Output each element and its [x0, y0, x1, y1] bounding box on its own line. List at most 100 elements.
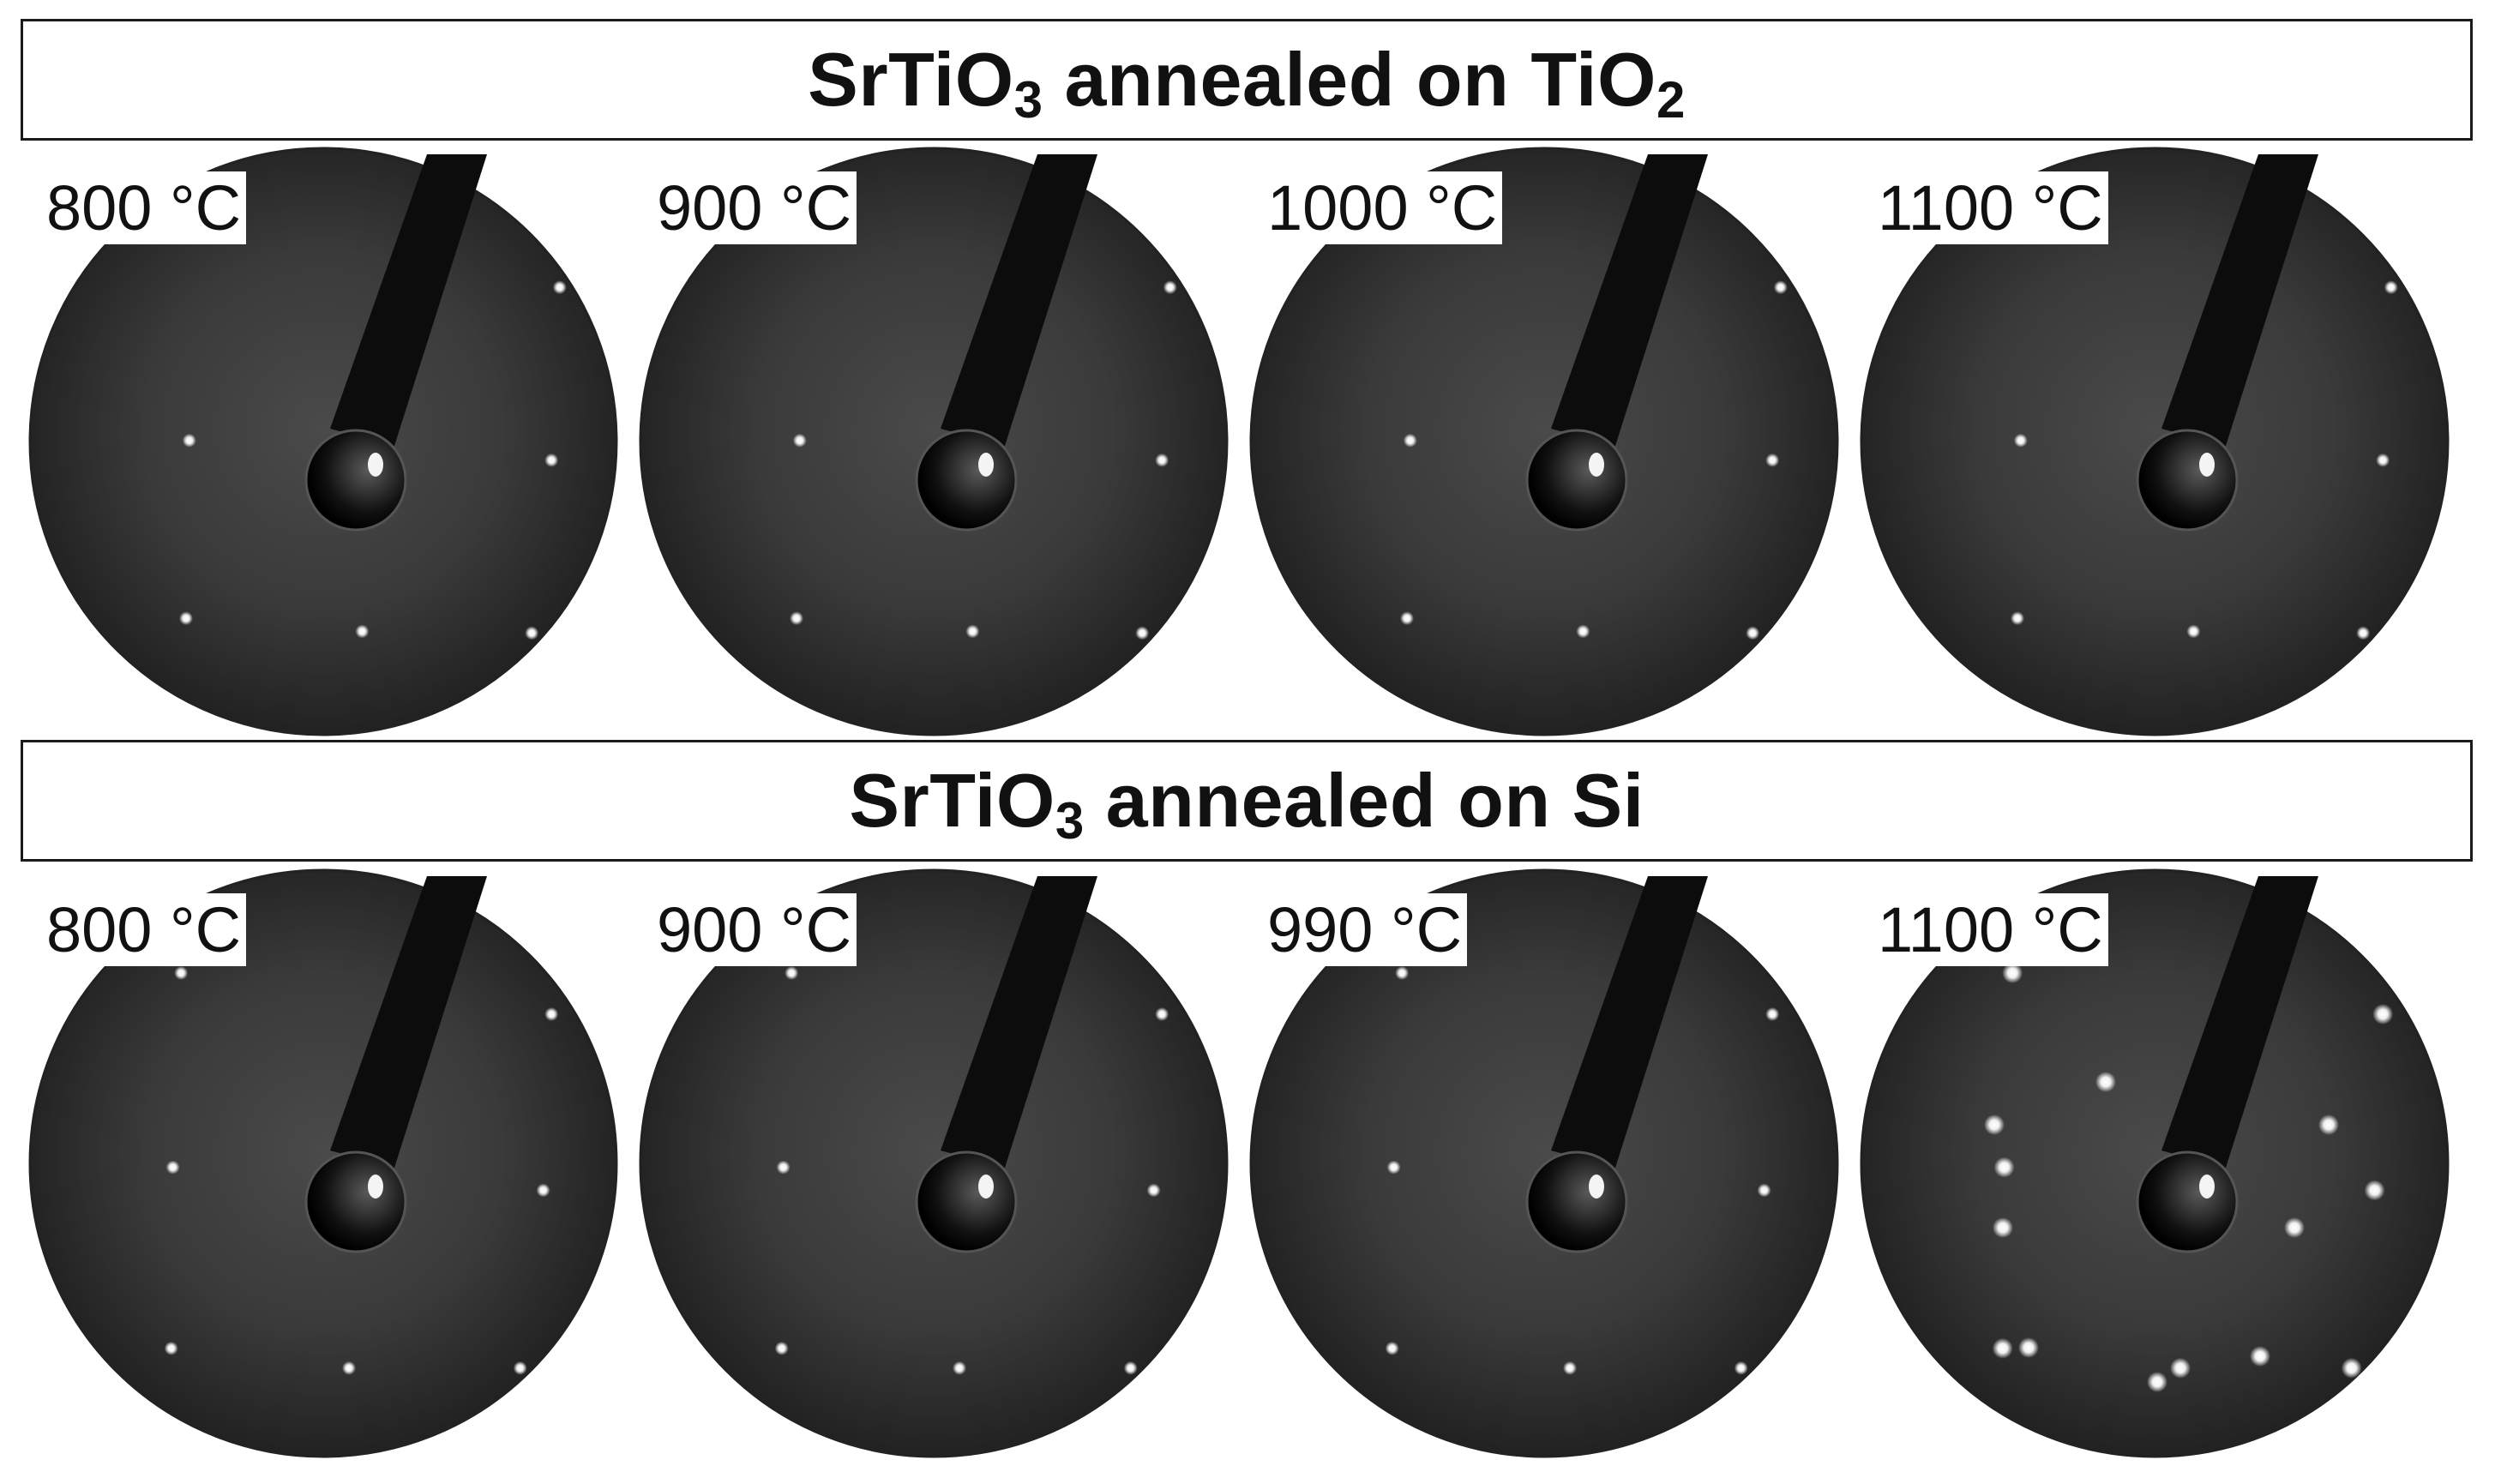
- row1-title: SrTiO3 annealed on TiO2: [808, 36, 1686, 126]
- diffraction-spot: [2364, 1180, 2385, 1201]
- temperature-label: 800 °C: [41, 893, 247, 967]
- electron-gun-arm: [941, 876, 1097, 1168]
- ball-glint: [2199, 453, 2215, 477]
- leed-pattern-image: [28, 868, 618, 1458]
- diffraction-spot: [2356, 626, 2371, 640]
- temperature-label: 990 °C: [1262, 893, 1468, 967]
- electron-gun-ball: [2136, 429, 2239, 532]
- diffraction-spot: [790, 611, 803, 626]
- leed-pattern-image: [1860, 868, 2450, 1458]
- diffraction-spot: [2250, 1346, 2270, 1367]
- diffraction-spot: [2318, 1115, 2339, 1135]
- row2-panel-2: 900 °C: [628, 868, 1241, 1459]
- leed-pattern-image: [28, 147, 618, 736]
- diffraction-spot: [2186, 624, 2201, 639]
- diffraction-spot: [1123, 1361, 1138, 1375]
- diffraction-spot: [179, 611, 193, 626]
- diffraction-spot: [2147, 1372, 2167, 1392]
- temperature-label: 900 °C: [652, 171, 857, 245]
- diffraction-spot: [774, 1341, 789, 1355]
- row2-title: SrTiO3 annealed on Si: [849, 757, 1644, 847]
- diffraction-spot: [1163, 280, 1177, 295]
- row2-panel-1: 800 °C: [17, 868, 630, 1459]
- diffraction-spot: [1576, 624, 1590, 639]
- diffraction-spot: [2341, 1357, 2362, 1379]
- diffraction-spot: [1734, 1361, 1748, 1375]
- ball-glint: [2199, 1175, 2215, 1199]
- row1-panel-4: 1100 °C: [1849, 146, 2462, 737]
- diffraction-spot: [1395, 966, 1410, 980]
- ball-glint: [1589, 1175, 1604, 1199]
- diffraction-spot: [552, 280, 567, 295]
- diffraction-spot: [1563, 1361, 1577, 1375]
- diffraction-spot: [165, 1160, 180, 1175]
- row1-title-main: SrTiO: [808, 37, 1014, 122]
- diffraction-spot: [1155, 1007, 1169, 1021]
- diffraction-spot: [2376, 453, 2390, 467]
- diffraction-spot: [342, 1361, 356, 1375]
- diffraction-spot: [2018, 1337, 2039, 1358]
- diffraction-spot: [1993, 1217, 2013, 1238]
- diffraction-spot: [2095, 1072, 2116, 1092]
- diffraction-spot: [2002, 963, 2023, 983]
- electron-gun-ball: [304, 1151, 407, 1253]
- diffraction-spot: [1993, 1157, 2015, 1178]
- electron-gun-ball: [304, 429, 407, 532]
- ball-glint: [978, 453, 994, 477]
- electron-gun-arm: [330, 876, 487, 1168]
- electron-gun-arm: [330, 154, 487, 446]
- ball-glint: [1589, 453, 1604, 477]
- diffraction-spot: [1386, 1160, 1401, 1175]
- diffraction-spot: [2011, 611, 2024, 626]
- row2-panel-3: 990 °C: [1238, 868, 1851, 1459]
- diffraction-spot: [1746, 626, 1760, 640]
- diffraction-spot: [2372, 1004, 2394, 1024]
- diffraction-spot: [2013, 433, 2028, 448]
- row1-panel-2: 900 °C: [628, 146, 1241, 737]
- electron-gun-ball: [1525, 1151, 1628, 1253]
- electron-gun-arm: [1551, 154, 1708, 446]
- electron-gun-arm: [941, 154, 1097, 446]
- row1-panel-1: 800 °C: [17, 146, 630, 737]
- diffraction-spot: [1403, 433, 1417, 448]
- electron-gun-arm: [2161, 876, 2318, 1168]
- row1-panel-3: 1000 °C: [1238, 146, 1851, 737]
- diffraction-spot: [1984, 1115, 2005, 1135]
- ball-glint: [978, 1175, 994, 1199]
- electron-gun-ball: [915, 429, 1018, 532]
- diffraction-spot: [953, 1361, 966, 1375]
- temperature-label: 1000 °C: [1262, 171, 1503, 245]
- leed-pattern-image: [639, 147, 1229, 736]
- diffraction-spot: [1765, 453, 1780, 467]
- diffraction-spot: [2384, 280, 2398, 295]
- diffraction-spot: [1773, 280, 1788, 295]
- diffraction-spot: [1155, 453, 1169, 467]
- row1-title-sub2: 2: [1656, 71, 1686, 129]
- temperature-label: 1100 °C: [1873, 893, 2108, 967]
- diffraction-spot: [355, 624, 370, 639]
- diffraction-spot: [182, 433, 196, 448]
- temperature-label: 800 °C: [41, 171, 247, 245]
- row2-title-sub1: 3: [1055, 792, 1085, 850]
- diffraction-spot: [1385, 1341, 1399, 1355]
- diffraction-spot: [1400, 611, 1414, 626]
- electron-gun-ball: [2136, 1151, 2239, 1253]
- diffraction-spot: [525, 626, 539, 640]
- diffraction-spot: [1135, 626, 1150, 640]
- diffraction-spot: [536, 1183, 550, 1198]
- row2-title-box: SrTiO3 annealed on Si: [21, 740, 2473, 862]
- row2-title-main: SrTiO: [849, 758, 1055, 843]
- diffraction-spot: [164, 1341, 178, 1355]
- leed-pattern-image: [639, 868, 1229, 1458]
- diffraction-spot: [1757, 1183, 1771, 1198]
- diffraction-spot: [1992, 1337, 2013, 1359]
- row2-panel-4: 1100 °C: [1849, 868, 2462, 1459]
- diffraction-spot: [544, 453, 559, 467]
- electron-gun-arm: [1551, 876, 1708, 1168]
- diffraction-spot: [776, 1160, 791, 1175]
- diffraction-spot: [2284, 1217, 2305, 1238]
- diffraction-spot: [785, 966, 799, 980]
- diffraction-spot: [174, 966, 189, 980]
- electron-gun-ball: [915, 1151, 1018, 1253]
- diffraction-spot: [965, 624, 980, 639]
